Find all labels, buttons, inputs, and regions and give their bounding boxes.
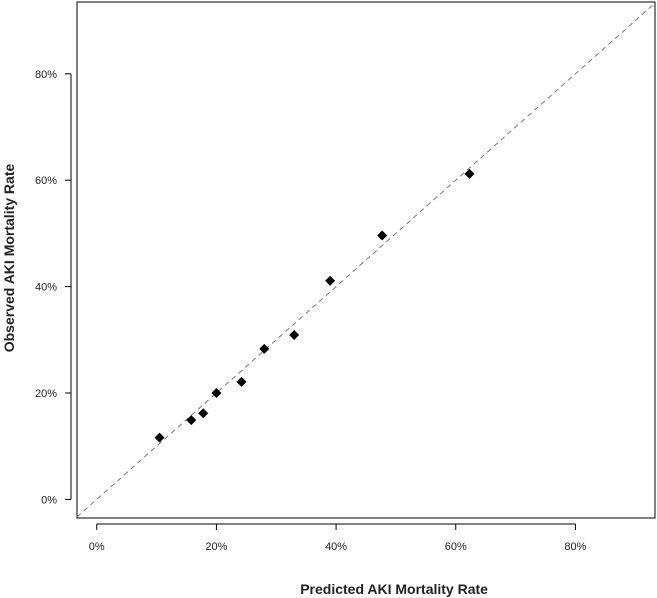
x-tick-label: 40% [325,541,347,553]
y-tick-label: 20% [35,388,57,400]
y-axis: 0% 20% 40% 60% 80% [35,69,72,506]
data-point [325,275,336,286]
data-point [259,343,270,354]
x-tick-label: 20% [205,541,227,553]
data-point [186,415,197,426]
y-tick-label: 60% [35,175,57,187]
plot-frame [76,1,656,519]
x-tick-label: 80% [564,541,586,553]
y-tick-label: 0% [41,494,57,506]
data-point [464,168,475,179]
data-point [377,230,388,241]
y-axis-title: Observed AKI Mortality Rate [1,164,17,353]
x-axis-title: Predicted AKI Mortality Rate [300,581,488,597]
identity-reference-line [76,2,656,518]
x-tick-label: 0% [89,541,105,553]
data-points [154,168,475,443]
data-point [154,432,165,443]
x-tick-label: 60% [445,541,467,553]
data-point [198,408,209,419]
data-point [211,387,222,398]
x-axis: 0% 20% 40% 60% 80% [89,523,587,553]
data-point [236,376,247,387]
data-point [289,330,300,341]
y-tick-label: 40% [35,282,57,294]
y-tick-label: 80% [35,69,57,81]
